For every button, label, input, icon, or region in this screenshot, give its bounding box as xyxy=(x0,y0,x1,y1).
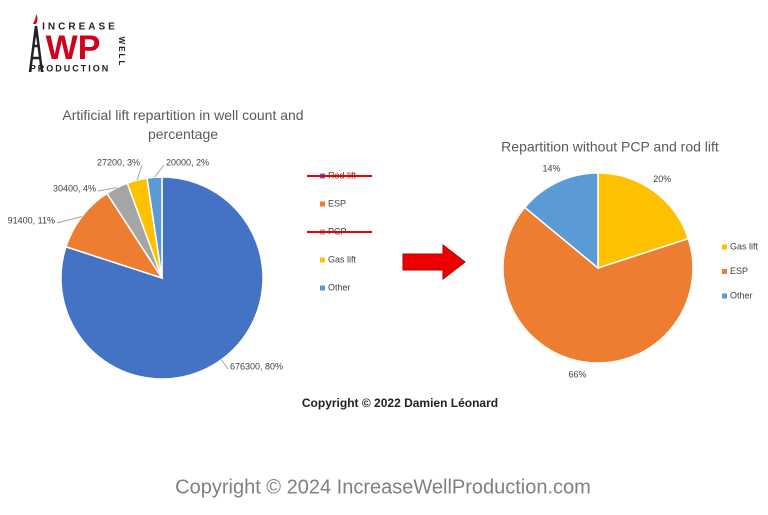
data-label: 30400, 4% xyxy=(53,183,96,193)
legend-label: Gas lift xyxy=(328,254,357,264)
logo: INCREASE WP WELL PRODUCTION xyxy=(28,14,126,73)
legend-swatch xyxy=(320,257,325,263)
footer: Copyright © 2024 IncreaseWellProduction.… xyxy=(175,476,591,498)
pie-slice xyxy=(146,176,163,279)
data-label: 27200, 3% xyxy=(97,157,140,167)
leader-line xyxy=(154,164,165,178)
legend-swatch xyxy=(722,244,727,250)
logo-top: INCREASE xyxy=(42,22,118,33)
legend-label: Other xyxy=(730,290,753,300)
flame-icon xyxy=(33,14,38,24)
pie-slice xyxy=(597,172,690,270)
legend-swatch xyxy=(320,285,325,291)
legend-label: Gas lift xyxy=(730,241,759,251)
data-label: 14% xyxy=(542,164,560,174)
leader-line xyxy=(56,216,82,224)
leader-line xyxy=(220,359,229,370)
pie-slice xyxy=(523,172,599,270)
chart-title: Repartition without PCP and rod lift xyxy=(501,139,719,155)
pie-slice xyxy=(502,206,694,364)
logo-side: WELL xyxy=(117,37,126,68)
legend-label: ESP xyxy=(328,198,346,208)
legend-label: Other xyxy=(328,282,351,292)
data-label: 66% xyxy=(569,370,587,380)
derrick-icon xyxy=(28,25,44,73)
data-label: 20000, 2% xyxy=(166,157,209,167)
pie-slice xyxy=(65,192,164,280)
legend-swatch xyxy=(320,201,325,207)
leader-line xyxy=(97,187,117,192)
logo-bottom: PRODUCTION xyxy=(30,63,111,73)
copyright: Copyright © 2022 Damien Léonard xyxy=(302,396,498,410)
legend-swatch xyxy=(722,293,727,299)
arrow xyxy=(402,243,466,281)
data-label: 91400, 11% xyxy=(8,215,55,225)
legend-label: ESP xyxy=(730,266,748,276)
data-label: 20% xyxy=(653,174,671,184)
chart-title: Artificial lift repartition in well coun… xyxy=(62,107,304,142)
data-label: 676300, 80% xyxy=(230,361,283,371)
logo-mark: WP xyxy=(46,29,101,67)
leader-line xyxy=(136,164,143,181)
legend-swatch xyxy=(722,269,727,274)
